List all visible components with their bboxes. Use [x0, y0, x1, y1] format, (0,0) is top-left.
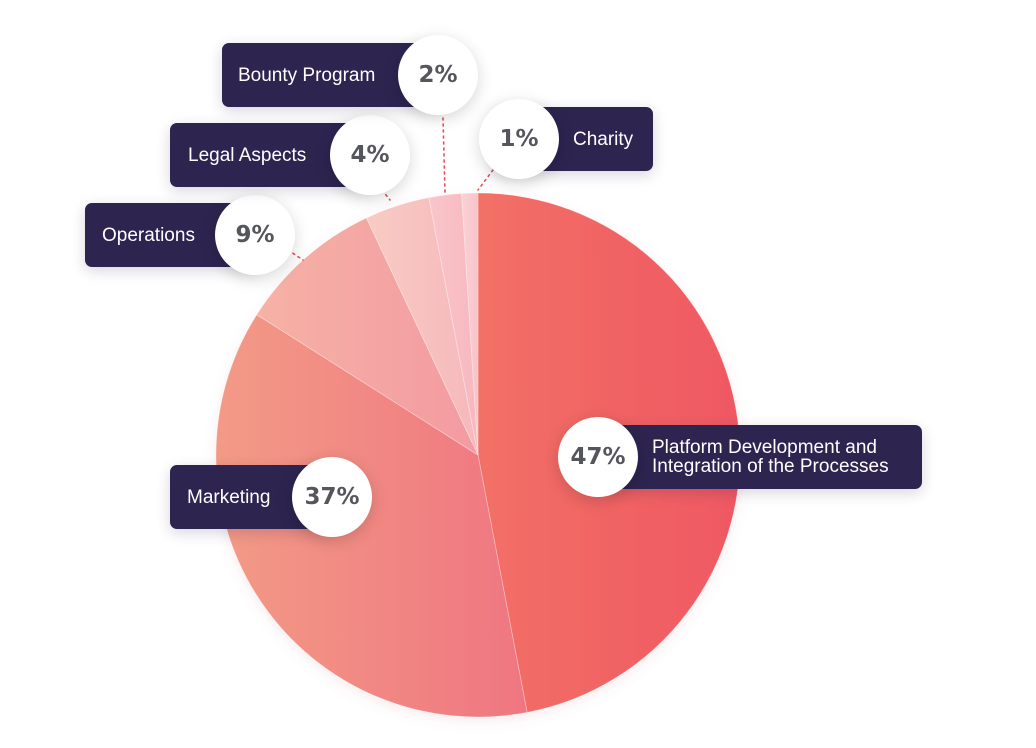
- callout-marketing: Marketing 37%: [170, 457, 372, 537]
- slice-label-platform: Platform Development and Integration of …: [652, 437, 889, 477]
- pie-slice-charity: [461, 192, 479, 456]
- slice-value-operations: 9%: [215, 195, 295, 275]
- leader-line-bounty: [442, 117, 446, 193]
- pie-slice-operations: [256, 217, 479, 457]
- callout-operations: Operations 9%: [85, 195, 295, 275]
- callout-platform: Platform Development and Integration of …: [558, 417, 922, 497]
- slice-label-bounty: Bounty Program: [238, 64, 376, 86]
- leader-line-charity: [477, 169, 494, 191]
- callout-charity: Charity 1%: [479, 99, 653, 179]
- slice-label-tag: Platform Development and Integration of …: [612, 425, 922, 489]
- slice-value-marketing: 37%: [292, 457, 372, 537]
- slice-value-bounty: 2%: [398, 35, 478, 115]
- pie-slice-marketing: [215, 314, 528, 718]
- slice-label-marketing: Marketing: [187, 486, 271, 508]
- slice-label-legal: Legal Aspects: [188, 144, 307, 166]
- callout-legal: Legal Aspects 4%: [170, 115, 410, 195]
- slice-value-platform: 47%: [558, 417, 638, 497]
- callout-bounty: Bounty Program 2%: [222, 35, 478, 115]
- slice-value-legal: 4%: [330, 115, 410, 195]
- slice-label-charity: Charity: [573, 128, 634, 150]
- slice-label-operations: Operations: [102, 224, 195, 246]
- slice-value-charity: 1%: [479, 99, 559, 179]
